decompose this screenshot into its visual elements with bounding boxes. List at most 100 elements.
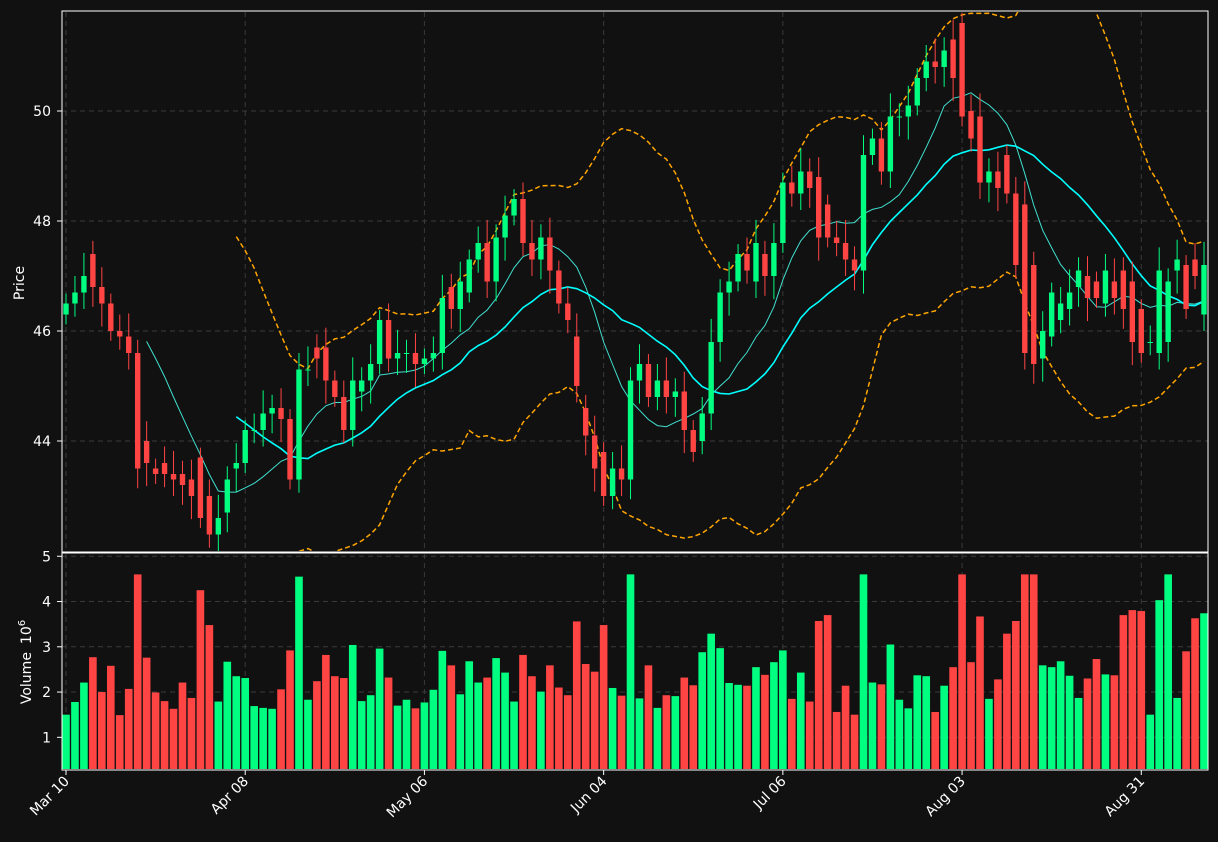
candle-body: [627, 380, 634, 480]
volume-bar: [1173, 697, 1181, 769]
volume-bar: [743, 685, 751, 769]
volume-bar: [832, 711, 841, 769]
candle-body: [72, 292, 78, 304]
volume-bar: [241, 678, 250, 769]
volume-bar: [510, 701, 518, 769]
volume-bar: [590, 671, 599, 769]
volume-bar: [286, 650, 294, 769]
candle-body: [529, 243, 535, 260]
volume-bar: [805, 701, 814, 769]
volume-bar: [1155, 600, 1164, 769]
volume-bar: [967, 662, 975, 769]
volume-bar: [1074, 697, 1083, 769]
candle-body: [1201, 265, 1207, 315]
candle-body: [143, 441, 150, 463]
candle-body: [663, 380, 670, 397]
candle-body: [574, 336, 580, 386]
candle-body: [708, 342, 714, 414]
volume-bar: [1146, 714, 1155, 769]
candle-body: [385, 320, 392, 359]
candle-body: [484, 243, 490, 282]
volume-axis-unit-exponent: 6: [17, 620, 28, 626]
moving-averages: [146, 92, 1205, 493]
volume-bar: [393, 705, 402, 769]
candle-body: [126, 336, 132, 353]
volume-bar: [151, 692, 160, 769]
candle-body: [1183, 265, 1189, 309]
candle-body: [681, 391, 687, 430]
candle-body: [1066, 292, 1073, 309]
volume-bar: [456, 694, 465, 769]
volume-bar: [268, 708, 276, 769]
candle-body: [511, 199, 517, 216]
candle-body: [851, 259, 858, 271]
volume-bar: [124, 688, 133, 769]
candle-body: [645, 364, 652, 397]
candle-body: [798, 171, 804, 194]
candle-body: [314, 347, 320, 359]
candle-body: [269, 408, 275, 414]
volume-bar: [196, 590, 205, 769]
candle-body: [905, 105, 911, 117]
candle-body: [618, 468, 625, 480]
volume-bar: [214, 701, 223, 769]
volume-bar: [913, 675, 922, 769]
volume-bar: [949, 667, 957, 769]
candle-body: [1084, 276, 1091, 298]
candle-body: [359, 380, 365, 392]
price-panel-frame: [61, 10, 1209, 553]
price-y-ticks: 44 46 48 50: [33, 104, 62, 450]
candle-body: [251, 430, 257, 431]
candle-body: [448, 287, 454, 309]
candle-body: [341, 397, 347, 430]
volume-bar: [1012, 620, 1020, 769]
candle-body: [672, 391, 679, 397]
candle-body: [565, 303, 571, 320]
candle-body: [215, 518, 222, 535]
candle-body: [878, 138, 885, 172]
volume-bar: [689, 685, 698, 769]
candle-body: [968, 111, 974, 139]
price-tick-label: 50: [33, 104, 51, 120]
candle-body: [1048, 292, 1055, 337]
candle-body: [367, 364, 374, 381]
candle-body: [1120, 270, 1127, 309]
candle-body: [260, 413, 266, 430]
volume-axis-title: Volume 106: [17, 620, 35, 704]
volume-axis-title-text: Volume: [19, 652, 35, 704]
volume-bar: [725, 683, 733, 769]
volume-bar: [994, 679, 1002, 769]
volume-bar: [922, 676, 931, 769]
volume-panel-frame: [61, 552, 1209, 771]
volume-bar: [868, 682, 877, 769]
candle-body: [923, 61, 929, 78]
candle-body: [296, 369, 302, 480]
volume-bar: [671, 696, 680, 769]
candle-body: [90, 254, 96, 287]
candle-body: [224, 479, 230, 513]
candle-body: [824, 204, 831, 238]
volume-bar: [519, 654, 527, 769]
volume-bar: [223, 661, 232, 769]
candle-body: [807, 171, 813, 188]
candle-body: [520, 199, 526, 243]
volume-axis-unit-base: 10: [19, 626, 35, 644]
candle-body: [609, 468, 616, 496]
volume-bar: [886, 644, 895, 769]
volume-bar: [1065, 675, 1074, 769]
candle-body: [403, 353, 410, 354]
volume-bar: [976, 616, 984, 769]
volume-bar: [1101, 674, 1110, 769]
candle-body: [869, 138, 876, 155]
candle-body: [932, 61, 938, 67]
candle-body: [81, 276, 87, 293]
volume-bar: [420, 702, 429, 769]
upper-band: [235, 12, 1205, 370]
candle-body: [233, 463, 239, 469]
candle-body: [950, 39, 956, 78]
candle-body: [305, 369, 311, 371]
volume-bar: [931, 711, 939, 769]
volume-bar: [295, 576, 303, 769]
price-tick-label: 44: [33, 434, 51, 450]
